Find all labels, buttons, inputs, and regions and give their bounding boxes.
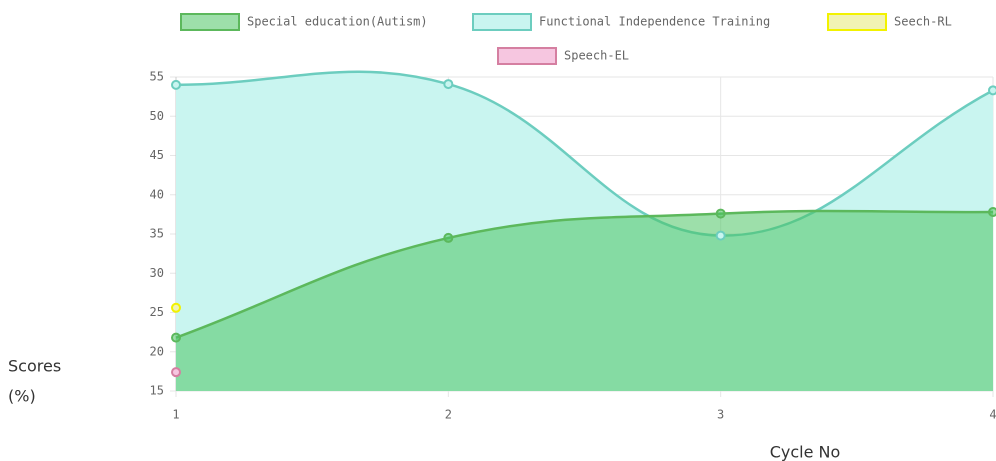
point: [715, 230, 726, 241]
point: [171, 79, 181, 90]
point: [171, 367, 181, 378]
y-axis-title: (%): [8, 387, 36, 406]
point: [443, 79, 454, 90]
y-tick-label: 20: [150, 344, 164, 358]
point: [171, 302, 181, 313]
legend-label: Speech-EL: [564, 49, 629, 63]
legend-label: Special education(Autism): [247, 15, 428, 29]
y-tick-label: 25: [150, 305, 164, 319]
point: [443, 232, 454, 243]
area: [176, 210, 993, 391]
point: [715, 208, 726, 219]
x-tick-label: 3: [717, 408, 724, 422]
legend-swatch: [472, 13, 532, 31]
point: [988, 207, 996, 218]
line: [175, 209, 994, 339]
legend-swatch: [497, 47, 557, 65]
y-tick-label: 50: [150, 109, 164, 123]
y-axis-title: Scores: [8, 357, 61, 376]
x-tick-label: 4: [989, 408, 996, 422]
x-tick-label: 2: [445, 408, 452, 422]
y-tick-label: 30: [150, 266, 164, 280]
legend-label: Functional Independence Training: [539, 15, 770, 29]
legend-label: Seech-RL: [894, 15, 952, 29]
line: [175, 70, 994, 237]
legend-swatch: [180, 13, 240, 31]
point: [988, 85, 996, 96]
y-tick-label: 40: [150, 187, 164, 201]
x-axis-title: Cycle No: [770, 443, 841, 461]
y-tick-label: 55: [150, 70, 164, 84]
x-tick-label: 1: [172, 408, 179, 422]
y-tick-label: 35: [150, 227, 164, 241]
legend-swatch: [827, 13, 887, 31]
point: [171, 332, 181, 343]
y-tick-label: 15: [150, 384, 164, 398]
y-tick-label: 45: [150, 148, 164, 162]
